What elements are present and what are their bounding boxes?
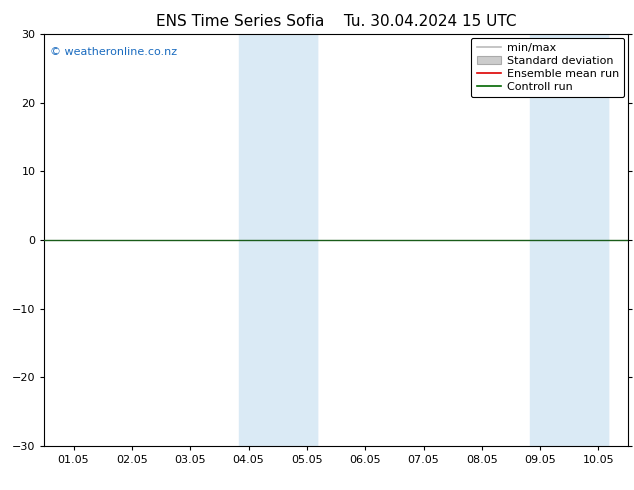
Bar — [588, 34, 609, 446]
Text: © weatheronline.co.nz: © weatheronline.co.nz — [50, 47, 178, 57]
Bar — [530, 34, 609, 446]
Bar — [297, 34, 317, 446]
Legend: min/max, Standard deviation, Ensemble mean run, Controll run: min/max, Standard deviation, Ensemble me… — [471, 38, 624, 97]
Title: ENS Time Series Sofia    Tu. 30.04.2024 15 UTC: ENS Time Series Sofia Tu. 30.04.2024 15 … — [156, 14, 516, 29]
Bar — [238, 34, 317, 446]
